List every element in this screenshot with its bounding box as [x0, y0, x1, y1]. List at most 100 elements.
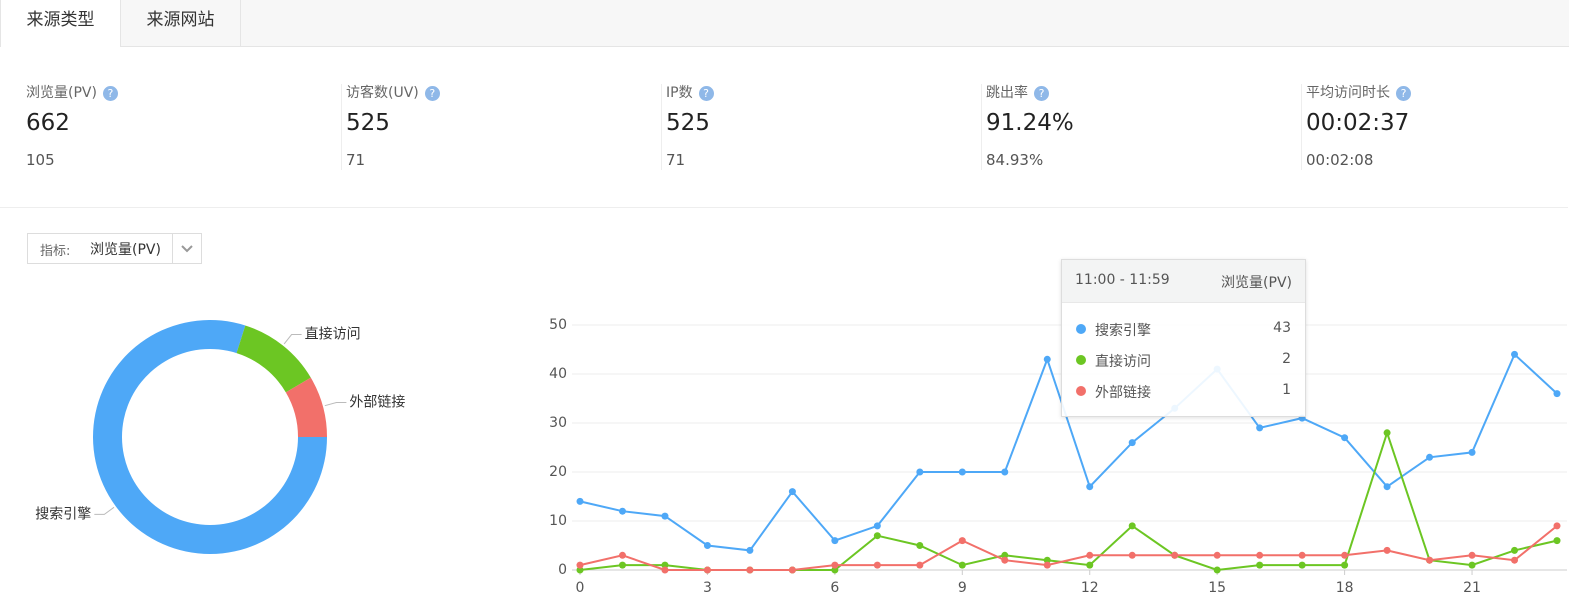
donut-segment — [285, 377, 327, 437]
help-icon[interactable]: ? — [698, 85, 714, 101]
data-point — [1383, 483, 1391, 491]
stat-label: IP数 — [666, 85, 693, 101]
data-point — [1383, 429, 1391, 437]
donut-label: 直接访问 — [305, 326, 361, 343]
data-point — [1256, 551, 1264, 559]
tooltip-metric: 浏览量(PV) — [1221, 275, 1292, 291]
data-point — [1128, 551, 1136, 559]
tooltip-series-name: 直接访问 — [1095, 354, 1151, 370]
help-icon[interactable]: ? — [102, 85, 118, 101]
data-point — [1086, 561, 1094, 569]
x-tick-label: 6 — [830, 580, 839, 596]
leader-line — [94, 506, 115, 515]
data-point — [831, 566, 839, 574]
help-icon[interactable]: ? — [424, 85, 440, 101]
tooltip-series-name: 搜索引擎 — [1095, 323, 1151, 339]
data-point — [1341, 551, 1349, 559]
data-point — [618, 561, 626, 569]
data-point — [746, 566, 754, 574]
divider — [981, 84, 982, 170]
x-tick-label: 9 — [958, 580, 967, 596]
stat-value: 525 — [666, 110, 710, 136]
metric-selector[interactable]: 指标: 浏览量(PV) — [27, 233, 202, 264]
tab[interactable]: 来源类型 — [1, 0, 121, 47]
selector-value: 浏览量(PV) — [90, 242, 161, 258]
tooltip-series-value: 2 — [1282, 351, 1291, 367]
stat-label: 跳出率 — [986, 85, 1028, 101]
x-tick-label: 21 — [1463, 580, 1481, 596]
data-point — [1001, 468, 1009, 476]
data-point — [1128, 522, 1136, 530]
series-line — [579, 429, 1558, 572]
data-point — [1043, 561, 1051, 569]
tooltip-title: 11:00 - 11:59 — [1075, 272, 1170, 288]
data-point — [873, 532, 881, 540]
data-point — [576, 566, 584, 574]
help-icon[interactable]: ? — [1034, 85, 1049, 101]
stat-previous: 00:02:08 — [1306, 151, 1374, 169]
data-point — [1001, 556, 1009, 564]
data-point — [618, 551, 626, 559]
x-tick-label: 15 — [1208, 580, 1226, 596]
tab[interactable]: 来源网站 — [121, 0, 241, 46]
data-point — [618, 507, 626, 515]
data-point — [1383, 546, 1391, 554]
donut-label: 外部链接 — [349, 394, 405, 411]
data-point — [958, 468, 966, 476]
tooltip-header — [1062, 260, 1305, 303]
tab-bar: 来源类型 来源网站 — [0, 0, 1569, 47]
y-tick-label: 10 — [549, 513, 567, 529]
leader-line — [324, 402, 347, 407]
data-point — [831, 561, 839, 569]
data-point — [703, 542, 711, 549]
data-point — [1468, 561, 1476, 569]
help-icon[interactable]: ? — [1396, 85, 1411, 101]
data-point — [576, 561, 584, 569]
divider — [341, 84, 342, 170]
stat-label: 浏览量(PV) — [26, 85, 97, 101]
stat-previous: 105 — [26, 151, 55, 169]
y-tick-label: 50 — [549, 317, 567, 333]
leader-line — [283, 334, 302, 345]
series-line — [579, 525, 1558, 571]
x-tick-label: 12 — [1081, 580, 1099, 596]
data-point — [958, 537, 966, 545]
data-point — [916, 542, 924, 549]
data-point — [1086, 483, 1094, 491]
data-point — [1213, 551, 1221, 559]
selector-label: 指标: — [40, 244, 71, 259]
data-point — [1511, 546, 1519, 554]
dropdown-arrow — [181, 245, 193, 253]
data-point — [1426, 556, 1434, 564]
data-point — [1086, 551, 1094, 559]
data-point — [1043, 556, 1051, 564]
data-point — [661, 512, 669, 520]
data-point — [916, 561, 924, 569]
data-point — [1553, 537, 1561, 545]
data-point — [746, 546, 754, 554]
legend-dot — [1076, 386, 1086, 396]
stat-value: 525 — [346, 110, 390, 136]
data-point — [1043, 355, 1051, 363]
data-point — [1128, 439, 1136, 447]
data-point — [1256, 424, 1264, 432]
divider — [1301, 84, 1302, 170]
stat-label: 访客数(UV) — [346, 85, 419, 101]
y-tick-label: 20 — [549, 464, 567, 480]
data-point — [1213, 566, 1221, 574]
data-point — [788, 488, 796, 496]
legend-dot — [1076, 355, 1086, 365]
data-point — [831, 537, 839, 545]
stat-previous: 71 — [666, 151, 686, 169]
data-point — [1511, 350, 1519, 358]
donut-label: 搜索引擎 — [35, 505, 91, 522]
data-point — [1341, 561, 1349, 569]
y-tick-label: 40 — [549, 366, 567, 382]
data-point — [576, 497, 584, 505]
x-tick-label: 3 — [703, 580, 712, 596]
data-point — [1001, 551, 1009, 559]
stat-value: 00:02:37 — [1306, 110, 1410, 136]
tooltip-series-value: 1 — [1282, 382, 1291, 398]
separator — [0, 207, 1568, 208]
